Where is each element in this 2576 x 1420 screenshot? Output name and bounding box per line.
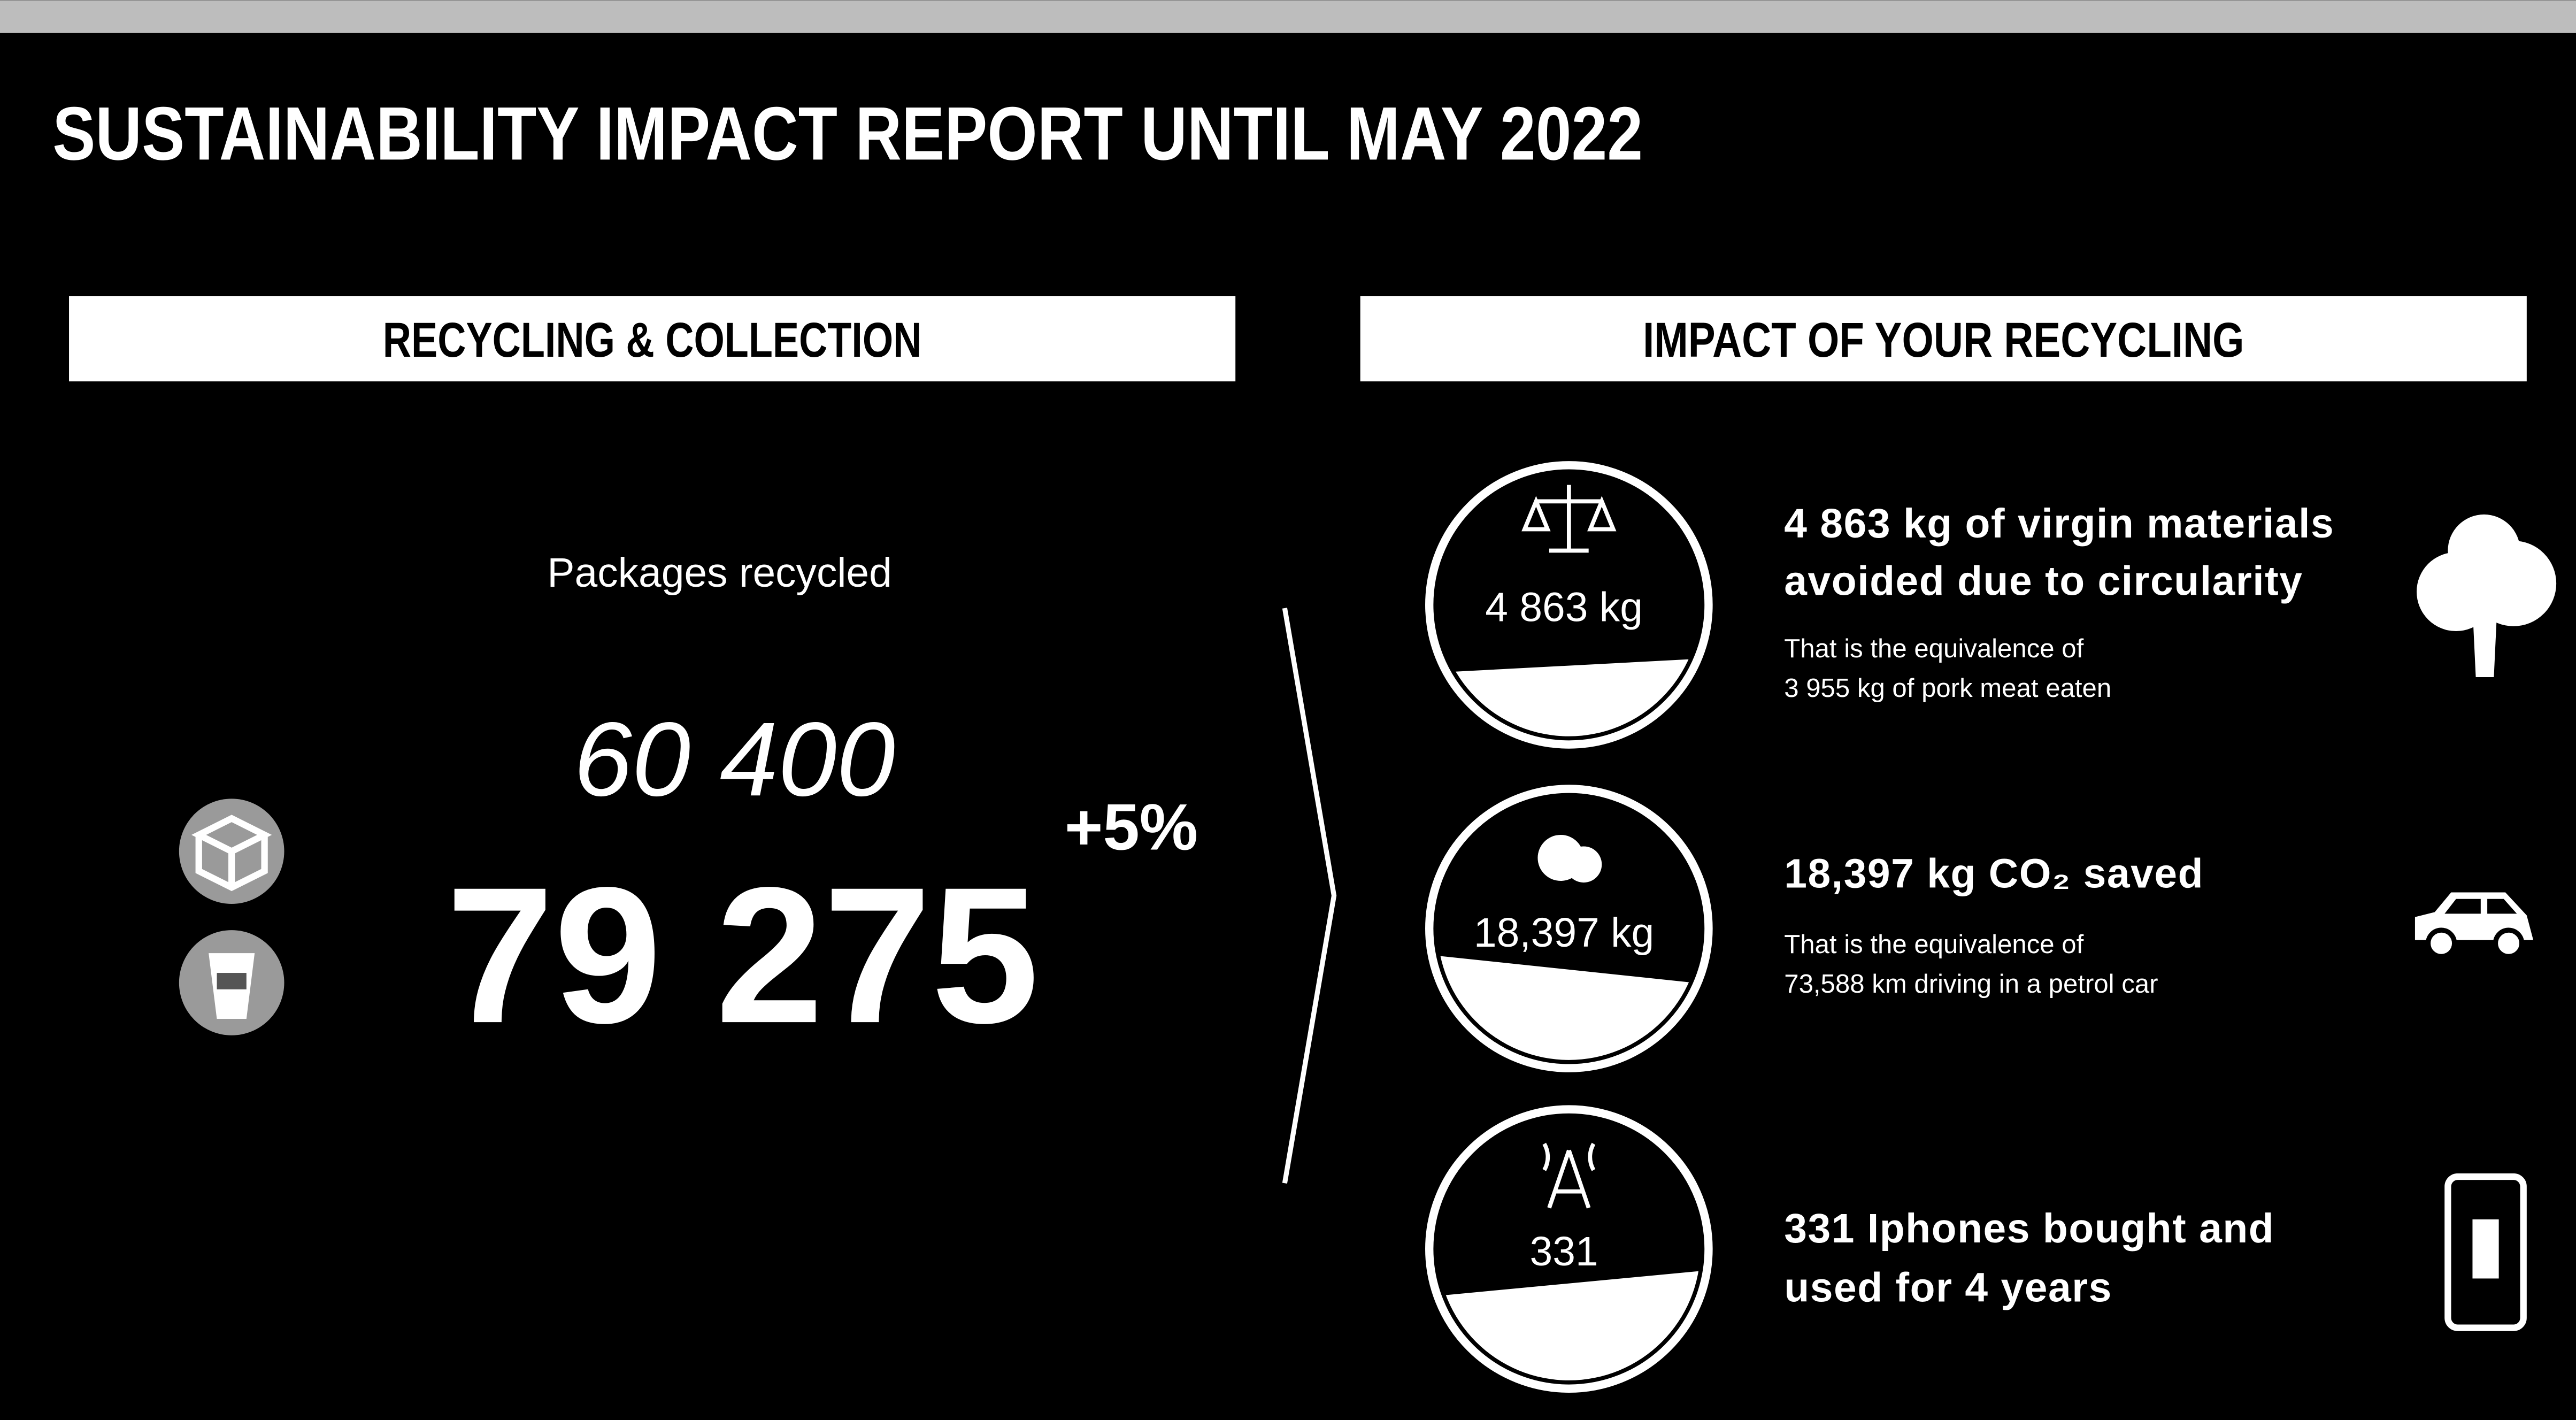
impact-heading: 18,397 kg CO₂ saved bbox=[1784, 850, 2204, 896]
impact-badge bbox=[1425, 1105, 1713, 1393]
impact-heading: 331 Iphones bought and bbox=[1784, 1206, 2274, 1252]
section-header: RECYCLING & COLLECTION bbox=[383, 312, 922, 367]
impact-detail: That is the equivalence of bbox=[1784, 634, 2083, 663]
title: SUSTAINABILITY IMPACT REPORT UNTIL MAY 2… bbox=[52, 91, 1643, 175]
section-header: IMPACT OF YOUR RECYCLING bbox=[1643, 312, 2244, 367]
top-strip bbox=[0, 0, 2576, 33]
section-header-bar bbox=[1360, 296, 2527, 382]
car-icon bbox=[2414, 892, 2534, 959]
phone-icon bbox=[2444, 1173, 2527, 1331]
packages-label: Packages recycled bbox=[547, 550, 892, 596]
impact-heading: 4 863 kg of virgin materials bbox=[1784, 501, 2334, 547]
chevron bbox=[1282, 608, 1337, 1184]
impact-detail: That is the equivalence of bbox=[1784, 930, 2083, 959]
impact-value: 18,397 kg bbox=[1474, 910, 1654, 956]
box-icon bbox=[179, 799, 284, 904]
packages-current: 79 275 bbox=[446, 847, 1039, 1063]
impact-detail: 73,588 km driving in a petrol car bbox=[1784, 970, 2158, 999]
impact-value: 4 863 kg bbox=[1485, 585, 1643, 631]
tree-icon bbox=[2417, 514, 2557, 678]
impact-heading: avoided due to circularity bbox=[1784, 558, 2303, 604]
impact-heading: used for 4 years bbox=[1784, 1264, 2112, 1310]
packages-change: +5% bbox=[1065, 791, 1198, 864]
packages-previous: 60 400 bbox=[574, 700, 895, 818]
cup-icon bbox=[179, 930, 284, 1035]
impact-value: 331 bbox=[1530, 1229, 1598, 1275]
impact-detail: 3 955 kg of pork meat eaten bbox=[1784, 674, 2111, 703]
section-header-bar bbox=[69, 296, 1236, 382]
